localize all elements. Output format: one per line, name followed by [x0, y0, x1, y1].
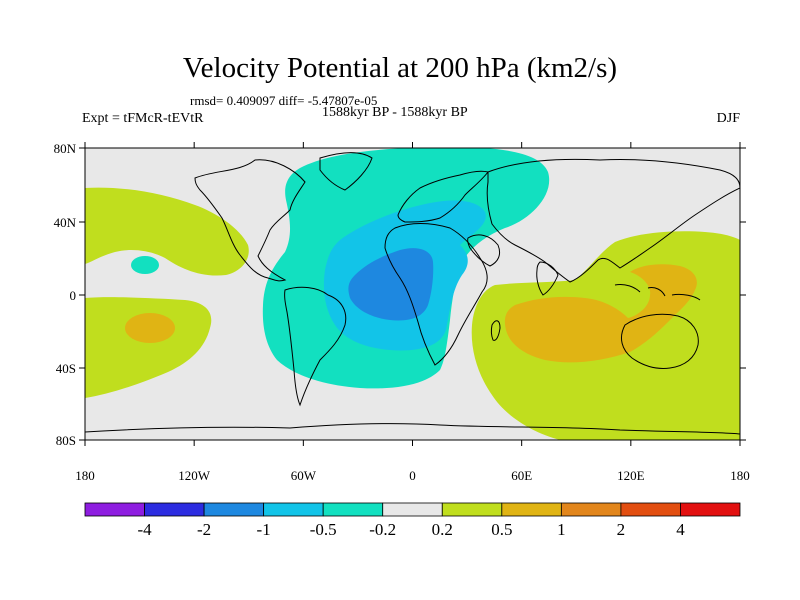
colorbar-swatch	[501, 502, 562, 517]
colorbar-label: -0.5	[310, 520, 337, 539]
lat-tick-label: 80N	[54, 141, 77, 156]
colorbar-label: -2	[197, 520, 211, 539]
lat-tick-label: 80S	[56, 433, 76, 448]
lat-tick-label: 0	[70, 288, 77, 303]
colorbar-swatch	[680, 502, 741, 517]
colorbar-label: 2	[617, 520, 626, 539]
colorbar-swatch	[263, 502, 324, 517]
indian-ocean-positive-core	[504, 264, 697, 363]
colorbar-swatch	[322, 502, 384, 517]
colorbar-label: 0.5	[491, 520, 512, 539]
lon-tick-label: 60E	[511, 468, 532, 483]
colorbar-swatch	[144, 502, 205, 517]
lon-tick-label: 180	[730, 468, 750, 483]
pacific-west-positive	[85, 297, 212, 398]
colorbar-label: 4	[676, 520, 685, 539]
season-label: DJF	[716, 111, 740, 126]
lon-tick-label: 120E	[617, 468, 645, 483]
map-area	[85, 148, 740, 440]
colorbar-swatch	[84, 502, 145, 517]
map-title: Velocity Potential at 200 hPa (km2/s)	[182, 52, 618, 84]
pacific-central-positive-core	[125, 313, 175, 343]
lat-tick-label: 40N	[54, 215, 77, 230]
lat-tick-label: 40S	[56, 361, 76, 376]
lon-tick-label: 120W	[178, 468, 211, 483]
coastlines	[85, 152, 740, 435]
colorbar-label: -4	[137, 520, 152, 539]
colorbar-label: -0.2	[369, 520, 396, 539]
period-label: 1588kyr BP - 1588kyr BP	[322, 105, 468, 120]
stats-line: rmsd= 0.409097 diff= -5.47807e-05	[190, 93, 378, 108]
colorbar: -4 -2 -1 -0.5 -0.2 0.2 0.5 1 2 4	[84, 502, 741, 539]
colorbar-label: 0.2	[432, 520, 453, 539]
longitude-axis: 180 120W 60W 0 60E 120E 180	[75, 142, 750, 483]
colorbar-swatch	[620, 502, 681, 517]
colorbar-label: -1	[257, 520, 271, 539]
latitude-axis: 80N 40N 0 40S 80S	[54, 141, 746, 448]
colorbar-label: 1	[557, 520, 566, 539]
pacific-west-positive	[85, 187, 249, 276]
colorbar-swatch	[560, 502, 622, 517]
pacific-west-hole	[131, 256, 159, 274]
colorbar-swatch	[382, 502, 443, 517]
experiment-label: Expt = tFMcR-tEVtR	[82, 111, 204, 126]
lon-tick-label: 0	[409, 468, 416, 483]
lon-tick-label: 60W	[291, 468, 317, 483]
colorbar-swatch	[441, 502, 503, 517]
lon-tick-label: 180	[75, 468, 95, 483]
colorbar-swatch	[203, 502, 265, 517]
